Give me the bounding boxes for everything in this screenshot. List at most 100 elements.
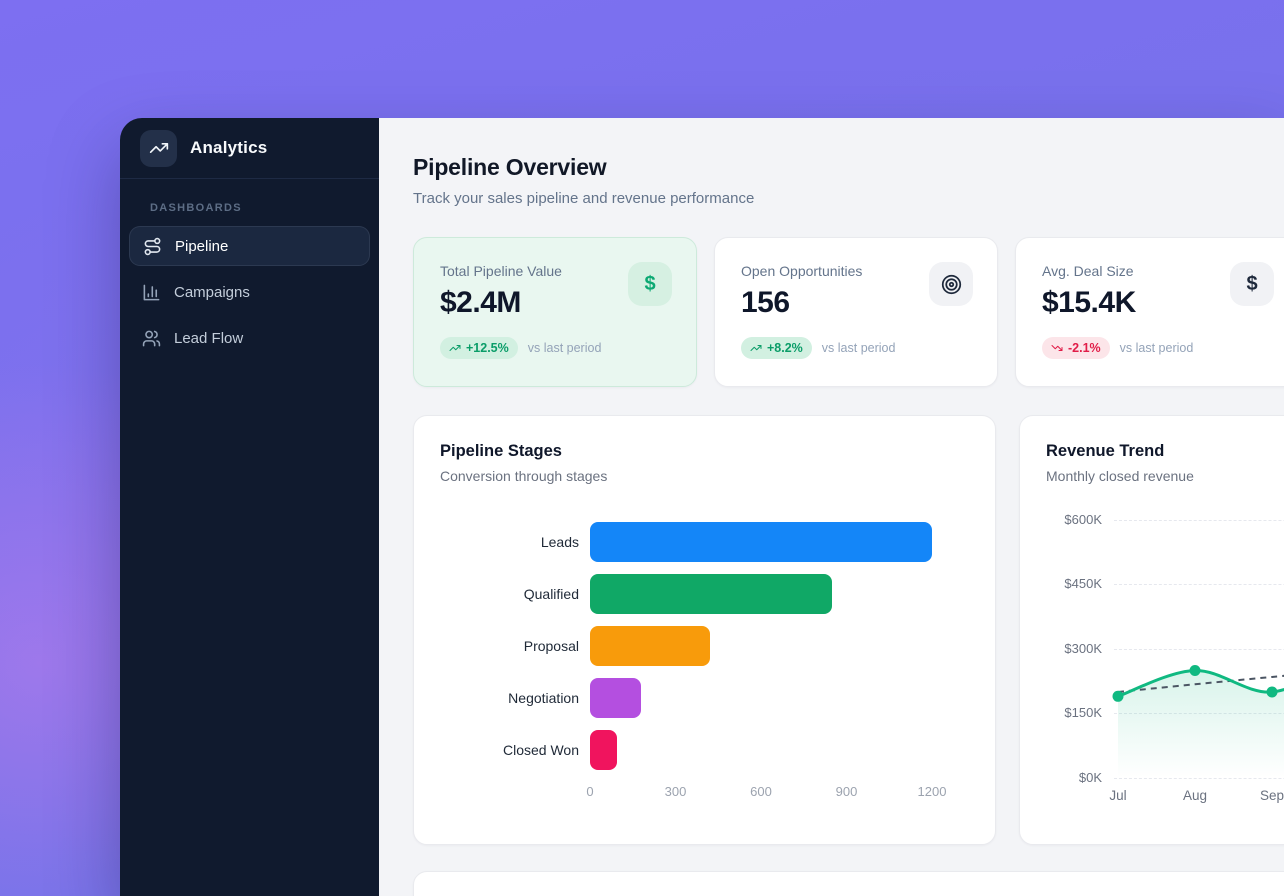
sidebar-section-label: DASHBOARDS — [150, 202, 242, 214]
x-tick-label: 900 — [835, 784, 858, 799]
bar-track — [590, 678, 932, 718]
pipeline-stages-card: Pipeline Stages Conversion through stage… — [413, 415, 996, 845]
bar-row: Proposal — [440, 626, 969, 666]
bar-row: Closed Won — [440, 730, 969, 770]
x-tick-label: 1200 — [917, 784, 947, 799]
page-title: Pipeline Overview — [413, 154, 607, 180]
bar-negotiation[interactable] — [590, 678, 642, 718]
kpi-icon-box: $ — [628, 262, 672, 306]
pipeline-stages-rows: Leads Qualified Proposal Negotiation Closed … — [440, 522, 969, 770]
kpi-card-avg-deal-size: Avg. Deal Size $15.4K -2.1% vs last peri… — [1015, 237, 1284, 387]
kpi-value: $15.4K — [1042, 286, 1136, 319]
chart-subtitle: Conversion through stages — [440, 468, 608, 484]
x-tick-label: 600 — [750, 784, 772, 799]
bottom-card — [413, 871, 1284, 896]
bar-track — [590, 522, 932, 562]
data-point[interactable] — [1189, 665, 1201, 676]
bar-category-label: Negotiation — [508, 689, 579, 706]
bar-leads[interactable] — [590, 522, 932, 562]
sidebar-item-campaigns[interactable]: Campaigns — [129, 272, 370, 312]
y-tick-label: $450K — [1064, 576, 1102, 591]
revenue-grid: $0K $150K $300K $450K $600K — [1046, 512, 1284, 785]
kpi-icon-box — [929, 262, 973, 306]
x-tick-label: Aug — [1182, 788, 1208, 803]
delta-value: -2.1% — [1068, 341, 1101, 355]
y-tick-label: $300K — [1064, 640, 1102, 656]
route-icon — [144, 237, 161, 255]
revenue-line — [1116, 668, 1284, 698]
delta-badge: -2.1% — [1042, 337, 1110, 359]
trending-down-icon — [1051, 345, 1063, 351]
bar-category-label: Qualified — [523, 585, 579, 602]
delta-value: +12.5% — [466, 341, 509, 355]
kpi-label: Open Opportunities — [741, 263, 863, 279]
target-trend-line — [1117, 674, 1284, 693]
bar-proposal[interactable] — [590, 626, 710, 666]
sidebar: Analytics DASHBOARDS Pipeline Campaigns … — [120, 118, 379, 896]
sidebar-nav: Pipeline Campaigns Lead Flow — [120, 226, 379, 358]
kpi-footer: +12.5% vs last period — [440, 337, 670, 359]
kpi-value: 156 — [741, 286, 790, 319]
trending-up-icon — [149, 143, 168, 153]
revenue-area-fill — [1118, 670, 1284, 778]
bar-chart-icon — [143, 284, 160, 300]
bar-category-label: Leads — [540, 533, 579, 550]
delta-badge: +12.5% — [440, 337, 518, 359]
dollar-icon: $ — [644, 272, 656, 295]
bar-row: Leads — [440, 522, 969, 562]
bar-category-label: Closed Won — [502, 741, 579, 758]
kpi-icon-box: $ — [1230, 262, 1274, 306]
sidebar-item-pipeline[interactable]: Pipeline — [129, 226, 370, 266]
data-point[interactable] — [1112, 690, 1124, 702]
x-tick-label: 0 — [586, 784, 594, 799]
dollar-icon: $ — [1246, 272, 1258, 295]
kpi-card-open-opportunities: Open Opportunities 156 +8.2% vs last per… — [714, 237, 998, 387]
sidebar-item-label: Pipeline — [175, 237, 229, 255]
x-tick-label: 300 — [664, 784, 687, 799]
sidebar-item-lead-flow[interactable]: Lead Flow — [129, 318, 370, 358]
charts-row: Pipeline Stages Conversion through stage… — [413, 415, 1284, 845]
target-icon — [941, 274, 961, 294]
kpi-label: Total Pipeline Value — [440, 263, 562, 279]
bar-qualified[interactable] — [590, 574, 833, 614]
y-tick-label: $0K — [1078, 769, 1102, 785]
delta-value: +8.2% — [767, 341, 803, 355]
x-tick-label: Sep — [1259, 788, 1284, 803]
compare-label: vs last period — [527, 341, 602, 355]
compare-label: vs last period — [821, 341, 896, 355]
bar-track — [590, 626, 932, 666]
bar-row: Qualified — [440, 574, 969, 614]
data-point[interactable] — [1266, 686, 1278, 698]
page-subtitle: Track your sales pipeline and revenue pe… — [413, 190, 755, 207]
revenue-points — [1112, 665, 1278, 702]
pipeline-stages-xaxis: 0 300 600 900 1200 — [586, 784, 946, 802]
revenue-trend-card: Revenue Trend Monthly closed revenue $0K… — [1019, 415, 1284, 845]
delta-badge: +8.2% — [741, 337, 812, 359]
bar-track — [590, 574, 932, 614]
kpi-row: Total Pipeline Value $2.4M +12.5% vs las… — [413, 237, 1284, 387]
chart-title: Revenue Trend — [1046, 442, 1165, 460]
kpi-footer: +8.2% vs last period — [741, 337, 971, 359]
revenue-trend-plot — [1112, 665, 1284, 778]
kpi-value: $2.4M — [440, 286, 521, 319]
y-tick-label: $150K — [1064, 705, 1102, 720]
users-icon — [142, 330, 161, 346]
app-window: Analytics DASHBOARDS Pipeline Campaigns … — [120, 118, 1284, 896]
compare-label: vs last period — [1119, 341, 1194, 355]
analytics-logo — [140, 129, 177, 167]
revenue-trend-chart: $0K $150K $300K $450K $600K Ju — [1046, 512, 1284, 816]
bar-closed-won[interactable] — [590, 730, 618, 770]
pipeline-stages-chart: Leads Qualified Proposal Negotiation Closed … — [440, 522, 969, 802]
kpi-label: Avg. Deal Size — [1042, 263, 1134, 279]
sidebar-logo-row: Analytics — [120, 118, 379, 179]
bar-track — [590, 730, 932, 770]
app-title: Analytics — [190, 138, 268, 157]
main-content: Pipeline Overview Track your sales pipel… — [379, 118, 1284, 896]
chart-title: Pipeline Stages — [440, 442, 562, 460]
trending-up-icon — [449, 345, 461, 351]
sidebar-item-label: Lead Flow — [174, 329, 244, 347]
bar-row: Negotiation — [440, 678, 969, 718]
kpi-footer: -2.1% vs last period — [1042, 337, 1272, 359]
trending-up-icon — [750, 345, 762, 351]
